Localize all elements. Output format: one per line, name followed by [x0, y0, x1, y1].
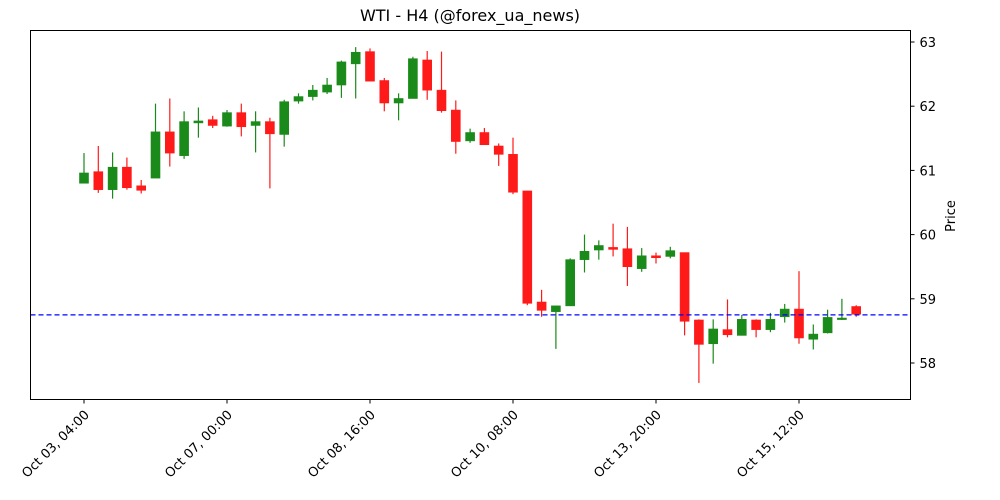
candles-layer — [79, 47, 862, 383]
candle — [93, 146, 104, 193]
candle — [293, 93, 304, 104]
candle — [408, 56, 418, 99]
candle — [736, 314, 747, 336]
candle — [651, 252, 661, 264]
candle — [579, 234, 590, 273]
candle — [794, 271, 804, 344]
candle — [493, 143, 504, 166]
candle — [765, 312, 776, 333]
y-tick-label: 60 — [920, 229, 937, 244]
x-axis: Oct 03, 04:00 Oct 07, 00:00 Oct 08, 16:00 O… — [19, 399, 808, 481]
candle — [708, 319, 719, 364]
candle — [222, 110, 232, 127]
candle — [522, 190, 533, 306]
candle — [79, 153, 89, 184]
candle — [479, 128, 490, 146]
x-tick-label: Oct 10, 08:00 — [448, 408, 521, 481]
candle — [508, 137, 518, 195]
y-tick-label: 61 — [920, 164, 937, 179]
candle — [393, 93, 404, 121]
candle — [307, 85, 318, 101]
candle — [665, 246, 676, 259]
y-tick-label: 62 — [920, 100, 937, 115]
x-tick-label: Oct 03, 04:00 — [19, 408, 92, 481]
x-tick-label: Oct 13, 20:00 — [591, 408, 664, 481]
candle — [822, 309, 833, 334]
candle — [193, 107, 204, 138]
chart-title: WTI - H4 (@forex_ua_news) — [359, 6, 581, 25]
candle — [179, 111, 189, 159]
candle — [350, 47, 361, 99]
y-tick-label: 63 — [920, 36, 937, 51]
candle — [150, 103, 161, 179]
candle — [636, 248, 647, 272]
candle — [622, 226, 633, 286]
candle — [565, 258, 576, 307]
y-tick-label: 59 — [920, 293, 937, 308]
candle — [265, 117, 275, 189]
x-tick-label: Oct 07, 00:00 — [162, 408, 235, 481]
x-tick-label: Oct 08, 16:00 — [305, 408, 378, 481]
candle — [322, 77, 332, 95]
candle — [808, 324, 819, 350]
candle — [165, 98, 175, 167]
candle — [379, 77, 390, 112]
y-axis-label: Price — [944, 200, 959, 232]
candle — [694, 319, 704, 383]
candle — [722, 299, 733, 338]
candle — [536, 289, 547, 317]
candle — [136, 180, 146, 194]
candle — [465, 128, 475, 143]
candle — [279, 99, 290, 147]
x-tick-label: Oct 15, 12:00 — [734, 408, 807, 481]
candle — [365, 48, 375, 82]
candle — [837, 298, 847, 320]
candle — [250, 111, 261, 153]
candle — [779, 303, 790, 323]
candle — [207, 115, 218, 129]
candle — [236, 103, 247, 137]
y-tick-label: 58 — [920, 357, 937, 372]
candle — [593, 240, 604, 260]
candle — [422, 50, 433, 100]
candle — [450, 100, 461, 154]
candle — [436, 51, 447, 113]
candle — [751, 319, 761, 338]
candle — [608, 223, 618, 257]
candle — [107, 152, 118, 199]
candle — [122, 157, 132, 190]
candle — [551, 305, 561, 349]
candle — [679, 252, 690, 336]
plot-frame — [30, 30, 911, 400]
candle — [336, 60, 347, 98]
y-axis: 58 59 60 61 62 63 — [910, 36, 937, 372]
